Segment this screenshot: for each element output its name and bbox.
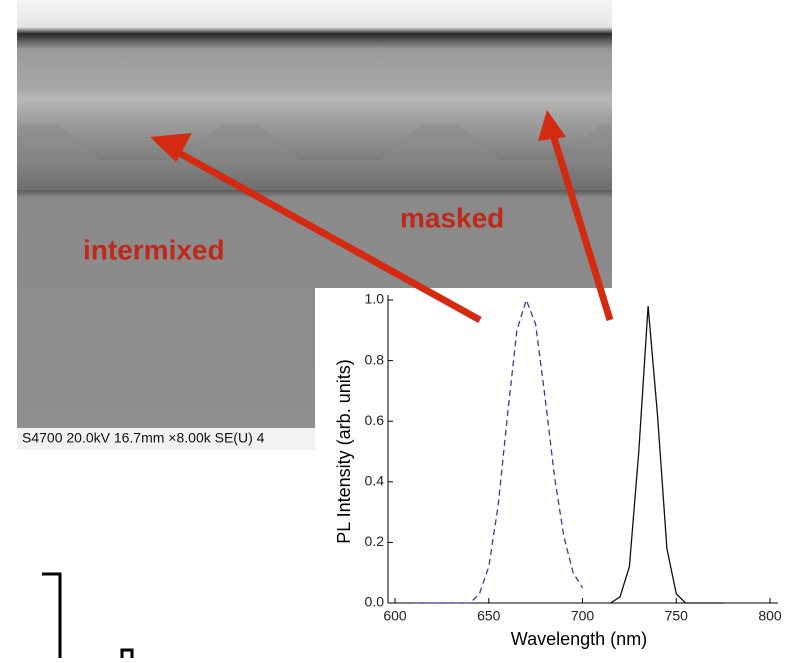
x-axis-label: Wavelength (nm) <box>511 629 647 649</box>
y-tick-label: 0.6 <box>365 412 385 428</box>
chart: 0.0 0.2 0.4 0.6 0.8 1.0 600 650 700 750 800 Wavelen… <box>334 291 782 649</box>
y-tick-label: 0.0 <box>365 594 385 610</box>
sem-caption: S4700 20.0kV 16.7mm ×8.00k SE(U) 4 <box>22 430 265 446</box>
x-tick-label: 800 <box>758 608 782 624</box>
series-line <box>610 306 724 604</box>
x-tick-label: 650 <box>477 608 501 624</box>
x-tick-label: 700 <box>571 608 595 624</box>
y-tick-label: 0.8 <box>365 351 385 367</box>
label-masked: masked <box>400 202 504 233</box>
sem-image: S4700 20.0kV 16.7mm ×8.00k SE(U) 4 <box>17 0 612 450</box>
chart-background <box>315 288 802 658</box>
x-tick-label: 750 <box>665 608 689 624</box>
y-axis-label: PL Intensity (arb. units) <box>334 359 354 543</box>
y-tick-label: 0.2 <box>365 533 385 549</box>
label-intermixed: intermixed <box>83 234 225 265</box>
y-tick-label: 0.4 <box>365 473 385 489</box>
fragment <box>42 572 134 658</box>
x-tick-label: 600 <box>383 608 407 624</box>
y-tick-label: 1.0 <box>365 291 385 307</box>
arrows <box>150 110 614 324</box>
